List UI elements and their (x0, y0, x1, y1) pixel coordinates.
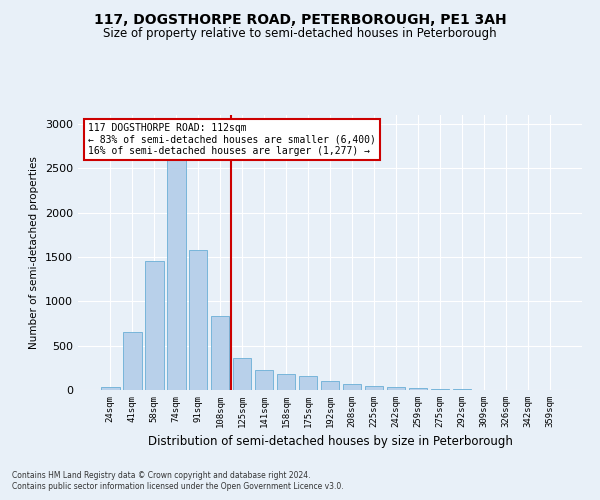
X-axis label: Distribution of semi-detached houses by size in Peterborough: Distribution of semi-detached houses by … (148, 436, 512, 448)
Bar (211, 316, 229, 390)
Bar (167, 160, 185, 390)
Bar (277, 374, 295, 390)
Y-axis label: Number of semi-detached properties: Number of semi-detached properties (29, 156, 40, 349)
Bar (123, 332, 142, 390)
Text: Contains public sector information licensed under the Open Government Licence v3: Contains public sector information licen… (12, 482, 344, 491)
Bar (145, 262, 164, 390)
Bar (189, 250, 208, 390)
Bar (386, 388, 405, 390)
Bar (255, 370, 274, 390)
Text: 117 DOGSTHORPE ROAD: 112sqm
← 83% of semi-detached houses are smaller (6,400)
16: 117 DOGSTHORPE ROAD: 112sqm ← 83% of sem… (88, 123, 376, 156)
Bar (431, 389, 449, 390)
Text: Size of property relative to semi-detached houses in Peterborough: Size of property relative to semi-detach… (103, 28, 497, 40)
Bar (365, 386, 383, 390)
Text: Contains HM Land Registry data © Crown copyright and database right 2024.: Contains HM Land Registry data © Crown c… (12, 470, 311, 480)
Text: 117, DOGSTHORPE ROAD, PETERBOROUGH, PE1 3AH: 117, DOGSTHORPE ROAD, PETERBOROUGH, PE1 … (94, 12, 506, 26)
Bar (343, 384, 361, 390)
Bar (101, 387, 119, 390)
Bar (409, 388, 427, 390)
Bar (320, 381, 340, 390)
Bar (299, 376, 317, 390)
Bar (233, 358, 251, 390)
